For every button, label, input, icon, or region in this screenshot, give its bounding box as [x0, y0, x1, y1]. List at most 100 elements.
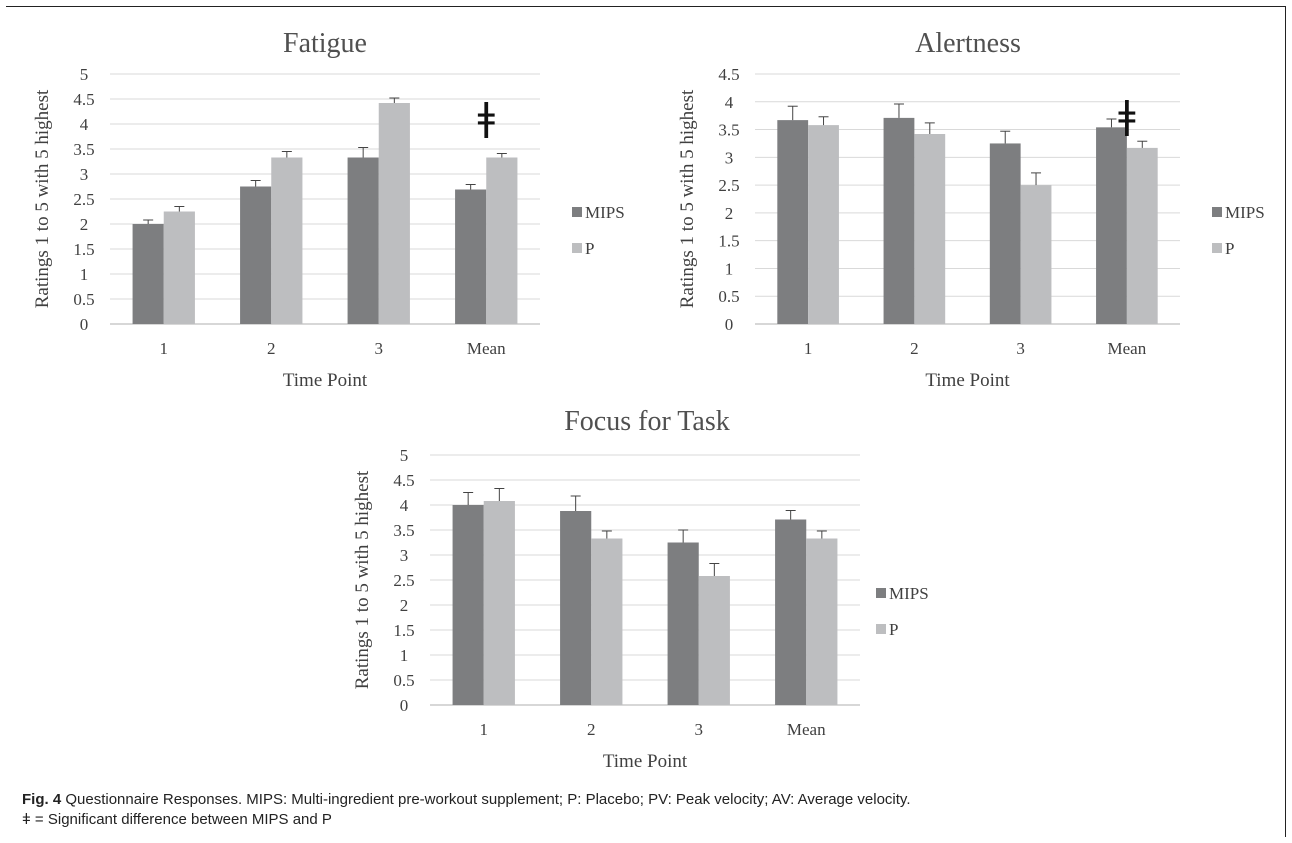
y-tick-label: 3	[725, 148, 734, 167]
x-tick-label: Mean	[467, 339, 506, 358]
x-tick-label: 1	[160, 339, 169, 358]
bar-mips	[775, 519, 807, 705]
bar-mips	[989, 143, 1021, 324]
y-tick-label: 0.5	[718, 287, 739, 306]
caption-label: Fig. 4	[22, 791, 62, 808]
y-tick-label: 1	[725, 259, 734, 278]
y-tick-label: 4	[725, 93, 734, 112]
x-tick-label: 3	[375, 339, 384, 358]
y-tick-label: 4	[400, 496, 409, 515]
legend-swatch-p	[876, 624, 886, 634]
y-tick-label: 2.5	[393, 571, 414, 590]
figure-frame-right	[1285, 6, 1286, 837]
bar-mips	[132, 224, 164, 324]
chart-title: Alertness	[915, 28, 1021, 59]
caption-footnote: ǂ = Significant difference between MIPS …	[22, 811, 332, 828]
x-tick-label: Mean	[787, 720, 826, 739]
bar-p	[483, 501, 515, 705]
x-axis-title: Time Point	[603, 751, 688, 772]
y-tick-label: 0	[725, 315, 734, 334]
y-tick-label: 3.5	[73, 140, 94, 159]
y-tick-label: 0.5	[393, 671, 414, 690]
legend-swatch-p	[572, 243, 582, 253]
x-axis-title: Time Point	[925, 370, 1010, 391]
bar-mips	[883, 117, 915, 324]
y-axis-title: Ratings 1 to 5 with 5 highest	[677, 89, 698, 308]
figure-caption: Fig. 4 Questionnaire Responses. MIPS: Mu…	[22, 790, 1272, 830]
y-tick-label: 3.5	[393, 521, 414, 540]
significance-marker: ǂ	[1118, 93, 1136, 137]
bar-mips	[452, 505, 484, 705]
bar-mips	[240, 186, 272, 324]
legend-label-mips: MIPS	[1225, 203, 1265, 222]
y-axis-title: Ratings 1 to 5 with 5 highest	[352, 470, 373, 689]
y-tick-label: 1.5	[393, 621, 414, 640]
y-tick-label: 4	[80, 115, 89, 134]
bar-p	[808, 125, 839, 324]
x-tick-label: 3	[1016, 339, 1025, 358]
bar-p	[591, 538, 623, 705]
y-tick-label: 1.5	[718, 232, 739, 251]
bar-p	[1020, 185, 1052, 324]
bar-p	[378, 103, 410, 324]
bar-p	[271, 157, 303, 324]
legend-label-mips: MIPS	[889, 584, 929, 603]
y-tick-label: 1.5	[73, 240, 94, 259]
x-tick-label: 2	[910, 339, 919, 358]
x-tick-label: 1	[804, 339, 813, 358]
y-axis-title: Ratings 1 to 5 with 5 highest	[32, 89, 53, 308]
y-tick-label: 1	[80, 265, 89, 284]
y-tick-label: 4.5	[73, 90, 94, 109]
caption-text: Questionnaire Responses. MIPS: Multi-ing…	[61, 791, 911, 808]
y-tick-label: 2	[400, 596, 409, 615]
legend-label-p: P	[585, 239, 594, 258]
y-tick-label: 1	[400, 646, 409, 665]
y-tick-label: 3	[80, 165, 89, 184]
legend-label-mips: MIPS	[585, 203, 625, 222]
y-tick-label: 2	[80, 215, 89, 234]
legend-label-p: P	[889, 620, 898, 639]
y-tick-label: 5	[80, 65, 89, 84]
bar-mips	[777, 120, 809, 324]
legend-swatch-mips	[876, 588, 886, 598]
bar-mips	[347, 157, 379, 324]
y-tick-label: 4.5	[718, 65, 739, 84]
y-tick-label: 4.5	[393, 471, 414, 490]
legend-swatch-mips	[572, 207, 582, 217]
y-tick-label: 2	[725, 204, 734, 223]
x-tick-label: 2	[267, 339, 276, 358]
figure-frame-top	[6, 6, 1286, 7]
bar-mips	[1096, 127, 1127, 324]
x-axis-title: Time Point	[283, 370, 368, 391]
y-tick-label: 3	[400, 546, 409, 565]
y-tick-label: 0	[400, 696, 409, 715]
chart-title: Fatigue	[283, 28, 367, 59]
bar-p	[486, 157, 518, 324]
x-tick-label: 1	[480, 720, 489, 739]
y-tick-label: 2.5	[73, 190, 94, 209]
bar-mips	[560, 511, 592, 705]
legend-swatch-p	[1212, 243, 1222, 253]
x-tick-label: 3	[695, 720, 704, 739]
chart-title: Focus for Task	[564, 406, 730, 437]
y-tick-label: 5	[400, 446, 409, 465]
significance-marker: ǂ	[478, 95, 496, 139]
x-tick-label: Mean	[1108, 339, 1147, 358]
y-tick-label: 0.5	[73, 290, 94, 309]
y-tick-label: 2.5	[718, 176, 739, 195]
bar-mips	[667, 542, 699, 705]
x-tick-label: 2	[587, 720, 596, 739]
y-tick-label: 3.5	[718, 121, 739, 140]
bar-p	[698, 576, 730, 705]
bar-p	[1126, 147, 1158, 324]
bar-p	[914, 134, 946, 324]
legend-swatch-mips	[1212, 207, 1222, 217]
bar-mips	[455, 189, 487, 324]
legend-label-p: P	[1225, 239, 1234, 258]
bar-p	[806, 538, 838, 705]
bar-p	[163, 211, 195, 324]
y-tick-label: 0	[80, 315, 89, 334]
